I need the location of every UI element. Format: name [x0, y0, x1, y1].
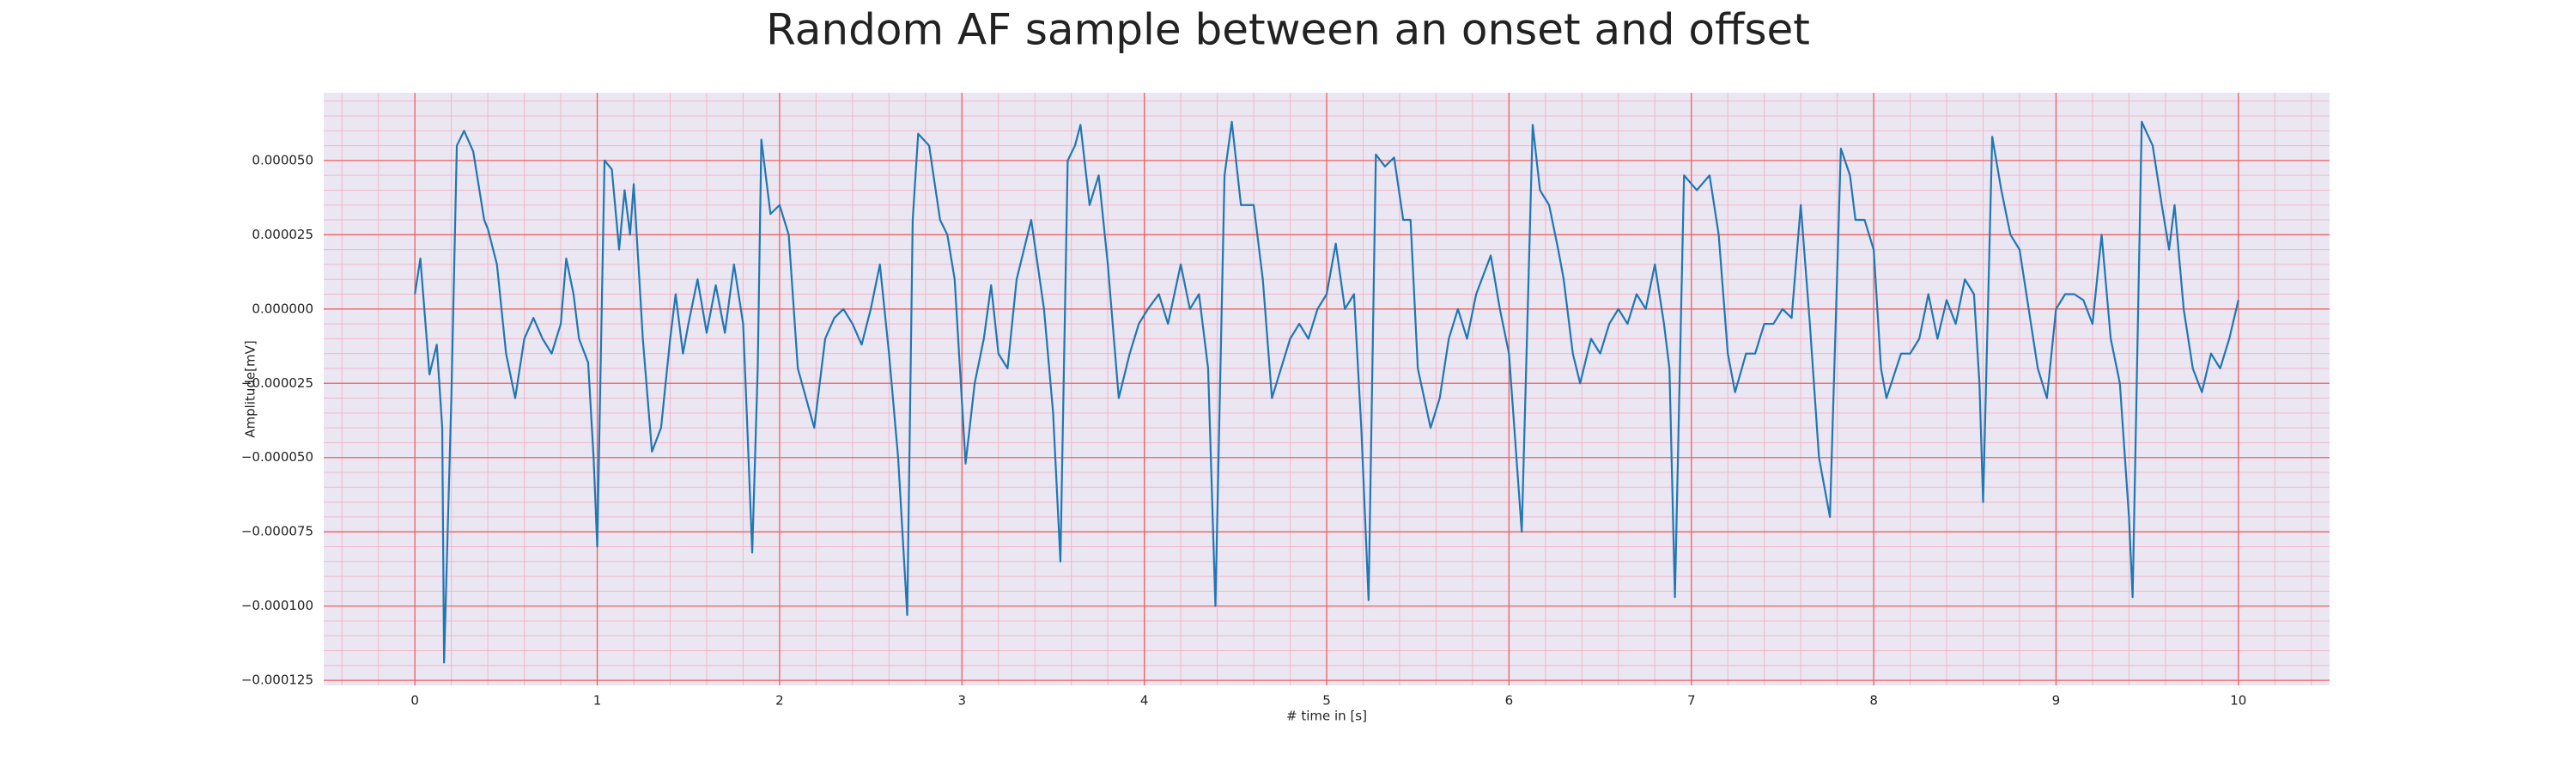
y-tick-label: −0.000075	[241, 524, 313, 539]
y-axis-label: Amplitude[mV]	[243, 340, 258, 437]
chart-title: Random AF sample between an onset and of…	[766, 5, 1810, 55]
y-tick-label: −0.000125	[241, 673, 313, 688]
x-axis-label: # time in [s]	[1286, 709, 1367, 724]
y-tick-label: 0.000050	[252, 152, 313, 167]
signal-line	[414, 120, 2239, 664]
x-tick-label: 0	[410, 693, 419, 709]
y-tick-label: 0.000000	[252, 301, 313, 316]
x-tick-label: 7	[1687, 693, 1696, 709]
y-tick-label: 0.000025	[252, 227, 313, 242]
y-tick-label: −0.000050	[241, 449, 313, 465]
y-tick-label: −0.000025	[241, 375, 313, 391]
x-tick-label: 4	[1140, 693, 1149, 709]
x-tick-label: 1	[593, 693, 602, 709]
x-tick-label: 9	[2052, 693, 2061, 709]
x-tick-label: 8	[1869, 693, 1878, 709]
x-tick-label: 2	[775, 693, 784, 709]
x-tick-label: 6	[1505, 693, 1514, 709]
x-tick-label: 5	[1322, 693, 1331, 709]
x-tick-label: 10	[2230, 693, 2246, 709]
x-tick-label: 3	[957, 693, 966, 709]
y-tick-label: −0.000100	[241, 598, 313, 613]
